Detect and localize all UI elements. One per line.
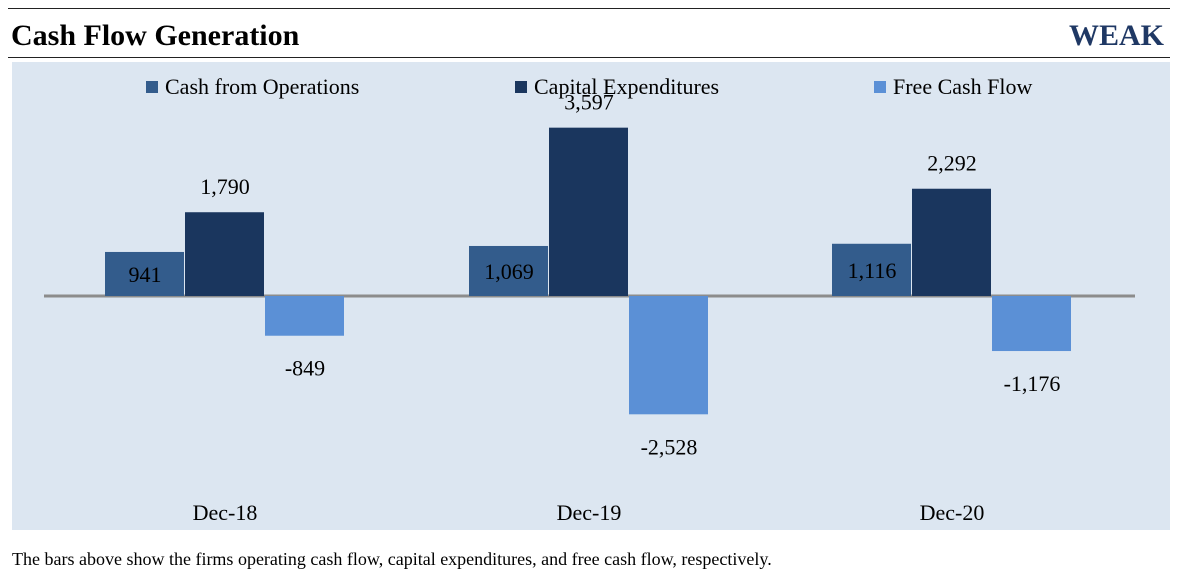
legend-label-capital-expenditures: Capital Expenditures — [534, 74, 719, 99]
legend-swatch-free-cash-flow — [874, 81, 886, 93]
data-label-cash-from-operations-dec-19: 1,069 — [484, 259, 534, 284]
bar-capital-expenditures-dec-20 — [912, 188, 991, 296]
legend-swatch-capital-expenditures — [515, 81, 527, 93]
chart-caption: The bars above show the firms operating … — [12, 549, 772, 569]
data-label-capital-expenditures-dec-18: 1,790 — [200, 174, 250, 199]
data-label-capital-expenditures-dec-19: 3,597 — [564, 90, 614, 115]
bar-free-cash-flow-dec-18 — [265, 296, 344, 336]
data-label-cash-from-operations-dec-18: 941 — [129, 262, 162, 287]
legend-label-free-cash-flow: Free Cash Flow — [893, 74, 1032, 99]
legend-swatch-cash-from-operations — [146, 81, 158, 93]
rating-badge: WEAK — [1068, 19, 1164, 52]
legend-label-cash-from-operations: Cash from Operations — [165, 74, 359, 99]
data-label-cash-from-operations-dec-20: 1,116 — [848, 258, 897, 283]
data-label-free-cash-flow-dec-19: -2,528 — [641, 434, 698, 459]
section-header: Cash Flow Generation WEAK — [8, 8, 1170, 58]
bar-cash-from-operations-dec-19 — [469, 245, 548, 296]
section-title: Cash Flow Generation — [11, 19, 300, 52]
data-label-capital-expenditures-dec-20: 2,292 — [927, 151, 977, 176]
bar-free-cash-flow-dec-20 — [992, 296, 1071, 352]
bar-free-cash-flow-dec-19 — [629, 296, 708, 415]
bar-capital-expenditures-dec-19 — [549, 127, 628, 296]
cash-flow-chart: 941 1,790 -849 Dec-18 1,069 3,597 -2,528 Dec-19… — [12, 62, 1170, 530]
data-label-free-cash-flow-dec-20: -1,176 — [1004, 371, 1061, 396]
bar-cash-from-operations-dec-20 — [832, 243, 911, 296]
bar-capital-expenditures-dec-18 — [185, 212, 264, 296]
category-label-dec-19: Dec-19 — [557, 500, 622, 525]
data-label-free-cash-flow-dec-18: -849 — [285, 356, 325, 381]
chart-svg: 941 1,790 -849 Dec-18 1,069 3,597 -2,528 Dec-19… — [12, 62, 1170, 530]
category-label-dec-18: Dec-18 — [193, 500, 258, 525]
bar-cash-from-operations-dec-18 — [105, 251, 184, 296]
category-label-dec-20: Dec-20 — [920, 500, 985, 525]
